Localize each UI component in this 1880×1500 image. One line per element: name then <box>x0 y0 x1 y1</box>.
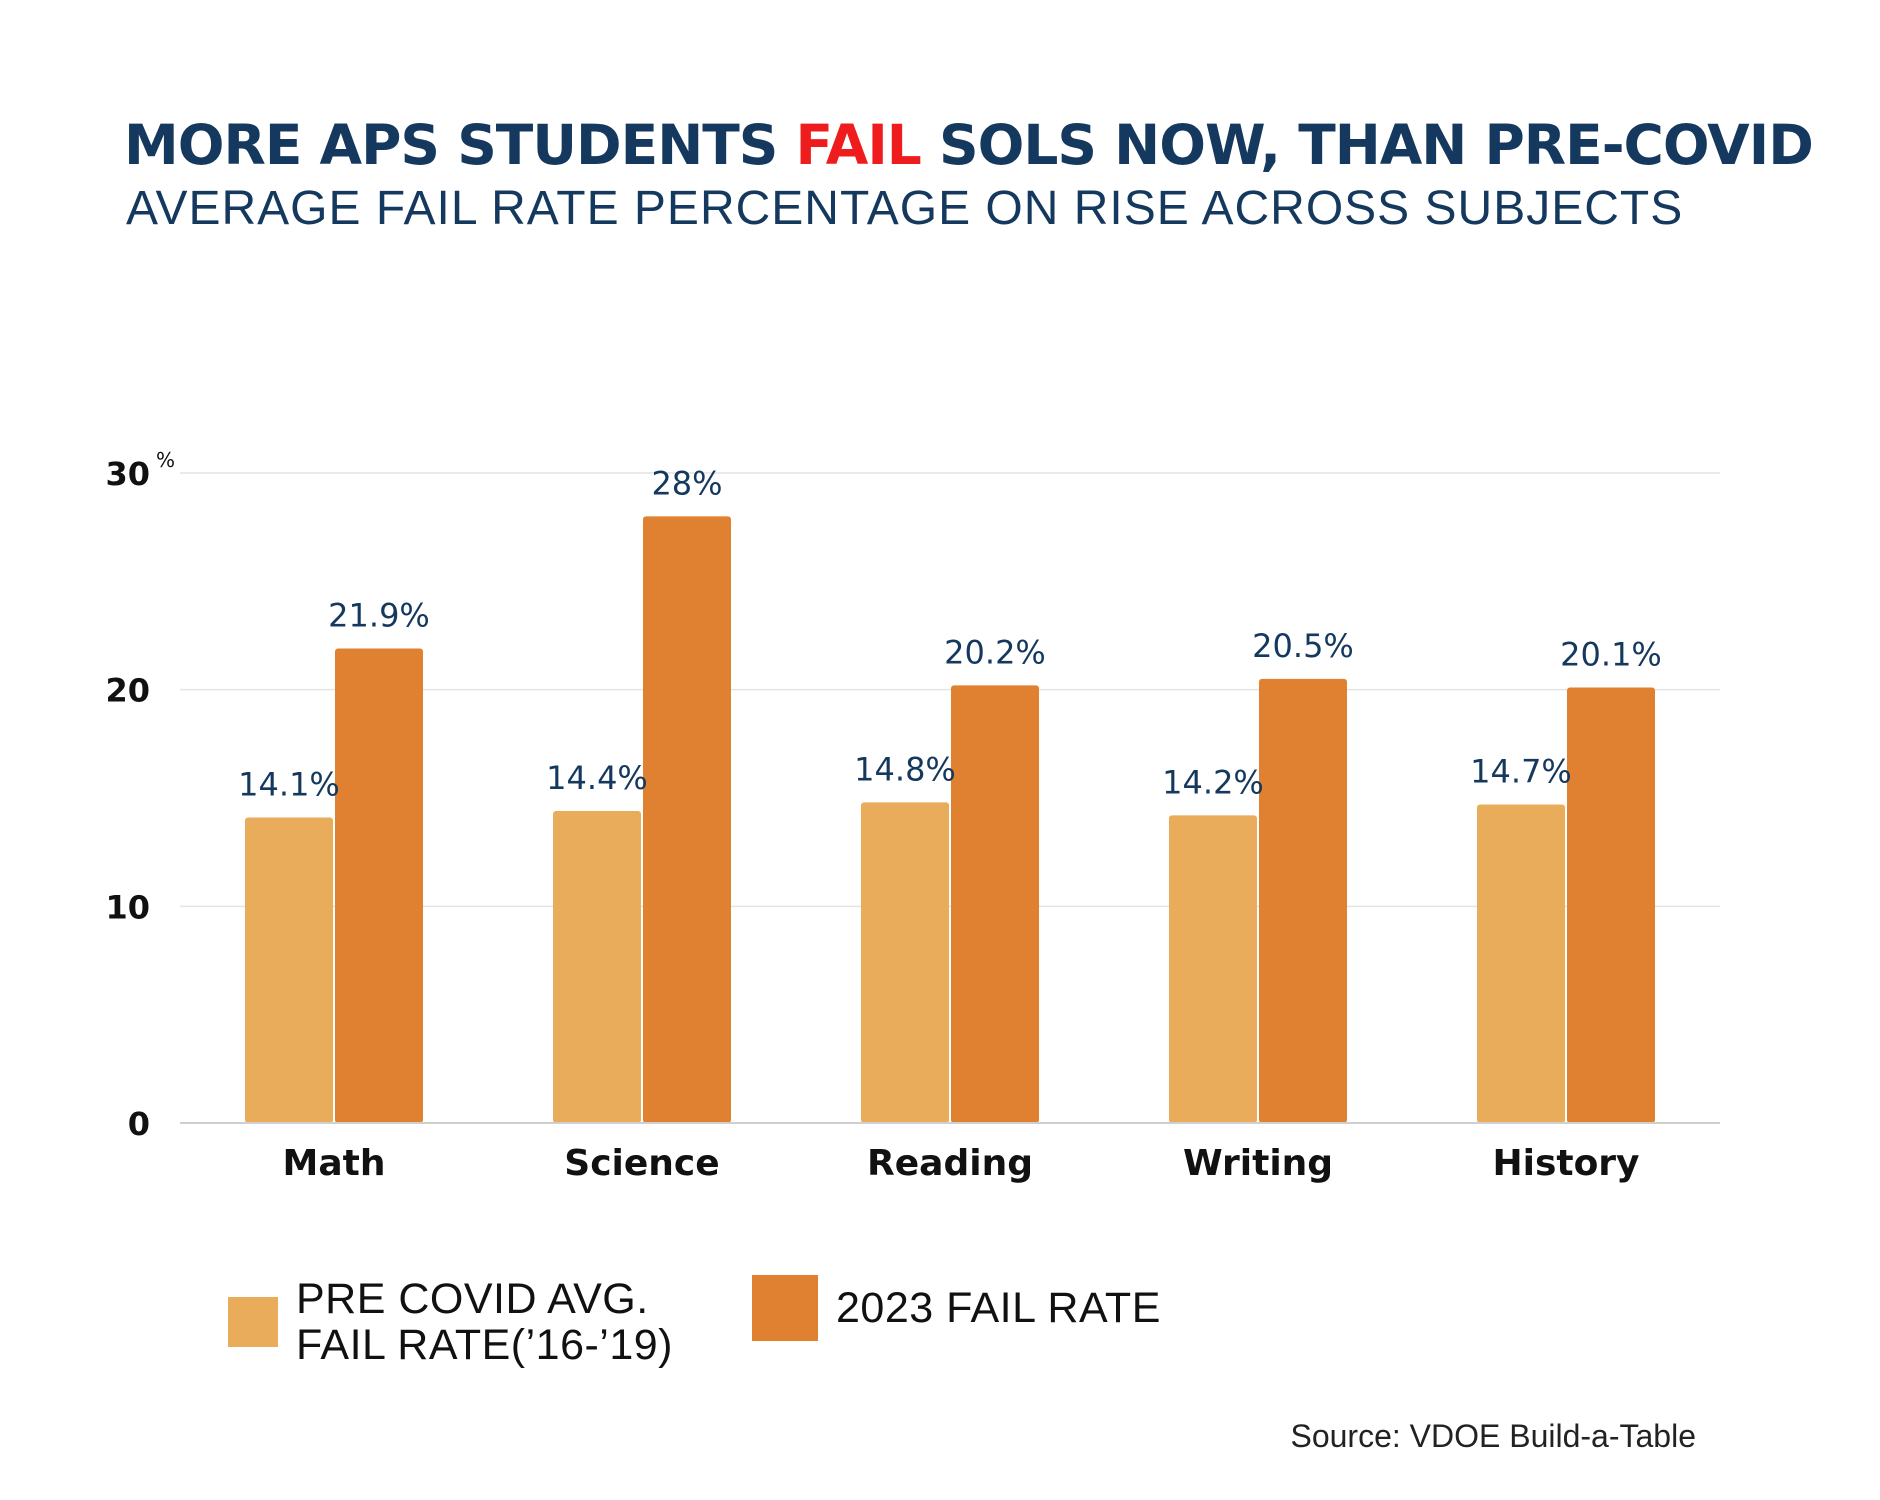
data-label-pre-covid-history: 14.7% <box>1470 753 1572 791</box>
x-tick-label-reading: Reading <box>867 1143 1033 1184</box>
bar-pre-covid-science <box>553 811 641 1123</box>
data-label-2023-science: 28% <box>651 464 722 502</box>
data-label-pre-covid-science: 14.4% <box>546 759 648 797</box>
chart-subtitle: AVERAGE FAIL RATE PERCENTAGE ON RISE ACR… <box>126 182 1684 235</box>
data-label-2023-math: 21.9% <box>328 597 430 635</box>
bars <box>245 516 1655 1123</box>
data-label-pre-covid-writing: 14.2% <box>1162 763 1264 801</box>
legend-swatch-2023 <box>752 1275 818 1341</box>
source-note: Source: VDOE Build-a-Table <box>1290 1418 1696 1454</box>
legend-label-pre-covid-line2: FAIL RATE(’16-’19) <box>296 1321 673 1369</box>
bar-2023-writing <box>1259 678 1347 1123</box>
data-label-2023-history: 20.1% <box>1560 636 1662 674</box>
legend-label-2023: 2023 FAIL RATE <box>836 1284 1161 1332</box>
x-tick-label-writing: Writing <box>1183 1143 1333 1184</box>
bar-pre-covid-history <box>1477 804 1565 1123</box>
bar-pre-covid-reading <box>861 802 949 1123</box>
bar-pre-covid-writing <box>1169 815 1257 1123</box>
data-labels: 14.1% 21.9% 14.4% 28% 14.8% 20.2% 14.2% 20.5% 14… <box>238 464 1662 803</box>
title-part-2: SOLS NOW, THAN PRE-COVID <box>920 113 1814 177</box>
data-label-2023-writing: 20.5% <box>1252 627 1354 665</box>
bar-pre-covid-math <box>245 817 333 1123</box>
y-unit-label: % <box>156 448 175 472</box>
y-tick-label: 30 <box>105 455 150 493</box>
legend-label-pre-covid-line1: PRE COVID AVG. <box>296 1275 649 1323</box>
bar-2023-math <box>335 648 423 1123</box>
y-tick-label: 20 <box>105 672 150 710</box>
x-tick-label-math: Math <box>283 1143 386 1184</box>
legend-label-pre-covid: PRE COVID AVG. FAIL RATE(’16-’19) <box>296 1276 673 1368</box>
axes: 0 10 20 30 % Math Science Reading Writing History <box>105 448 1720 1184</box>
chart-title: MORE APS STUDENTS FAIL SOLS NOW, THAN PR… <box>124 110 1814 180</box>
x-tick-label-science: Science <box>564 1143 719 1184</box>
bar-2023-science <box>643 516 731 1123</box>
y-tick-label: 0 <box>128 1105 150 1143</box>
y-tick-label: 10 <box>105 888 150 926</box>
legend-item-2023[interactable]: 2023 FAIL RATE <box>752 1275 1161 1341</box>
data-label-pre-covid-math: 14.1% <box>238 766 340 804</box>
legend-item-pre-covid[interactable]: PRE COVID AVG. FAIL RATE(’16-’19) <box>228 1276 673 1368</box>
bar-2023-history <box>1567 687 1655 1123</box>
gridlines <box>180 472 1720 908</box>
bar-2023-reading <box>951 685 1039 1123</box>
x-tick-label-history: History <box>1492 1143 1639 1184</box>
data-label-2023-reading: 20.2% <box>944 633 1046 671</box>
title-highlight: FAIL <box>795 113 922 177</box>
legend-swatch-pre-covid <box>228 1297 278 1347</box>
data-label-pre-covid-reading: 14.8% <box>854 750 956 788</box>
title-part-1: MORE APS STUDENTS <box>124 113 796 177</box>
